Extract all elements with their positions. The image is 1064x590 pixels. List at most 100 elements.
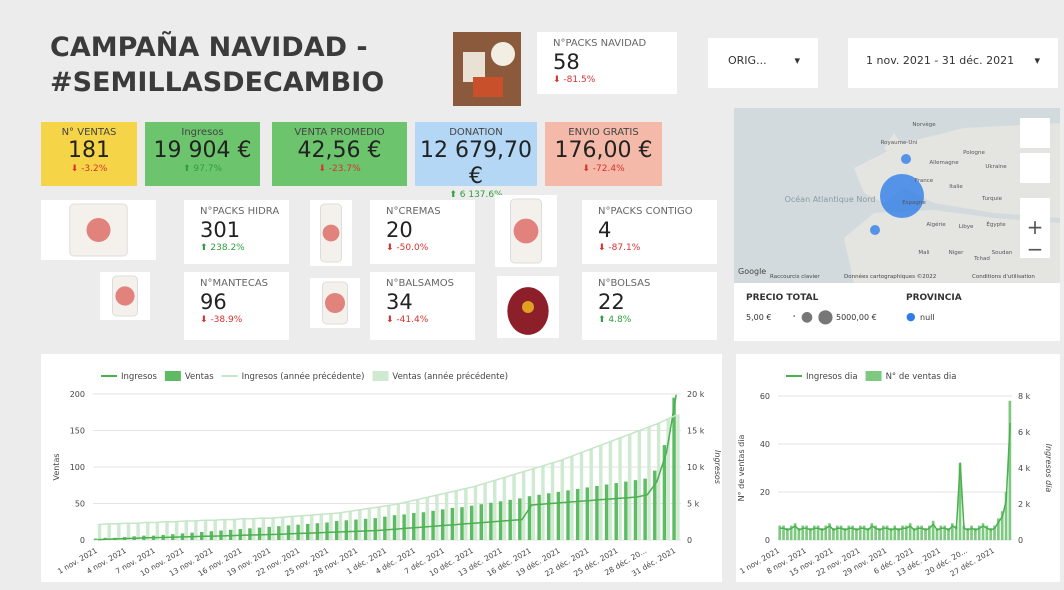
card-value: 19 904 € (145, 138, 260, 164)
map[interactable]: +− NorvègeRoyaume-UniPologneAllemagneUkr… (734, 108, 1060, 283)
bar (586, 487, 589, 540)
bar (348, 511, 351, 540)
bar (320, 514, 323, 540)
bar (653, 471, 656, 540)
line (780, 423, 1010, 530)
trend-arrow: ⬆ (183, 164, 193, 174)
title-line: CAMPAÑA NAVIDAD - (50, 30, 384, 65)
bar (387, 505, 390, 540)
bar (557, 492, 560, 540)
change: ⬇ -3.2% (41, 164, 137, 174)
trend-arrow: ⬆ (200, 243, 210, 253)
y2-axis-label: Ingresos dia (1044, 444, 1053, 493)
y-tick-label: 200 (70, 390, 85, 399)
bar (483, 483, 486, 540)
change-value: -50.0% (396, 243, 428, 253)
bar (599, 445, 602, 540)
bar (624, 482, 627, 540)
bar (358, 509, 361, 540)
legend-label: Ingresos (121, 372, 157, 382)
change: ⬇ -81.5% (553, 75, 677, 85)
legend-dots: · ● ⬤ (792, 309, 833, 325)
bar (561, 460, 564, 540)
bar (431, 511, 434, 540)
bar (628, 434, 631, 540)
change-value: -23.7% (329, 164, 361, 174)
y-tick-label: 40 (760, 440, 770, 449)
dashboard: CAMPAÑA NAVIDAD - #SEMILLASDECAMBIO ORIG… (0, 0, 1064, 590)
card-label: DONATION (415, 127, 537, 138)
filter-text: 1 nov. 2021 - 31 déc. 2021 (866, 54, 1014, 67)
bar (551, 463, 554, 540)
bar (339, 512, 342, 540)
y2-tick-label: 0 (687, 536, 692, 545)
product-image (100, 272, 150, 320)
map-label: Égypte (986, 220, 1006, 228)
trend-arrow: ⬆ (598, 315, 608, 325)
product-card: N°BALSAMOS34⬇ -41.4% (370, 272, 475, 340)
bar (609, 441, 612, 540)
map-label: Espagne (902, 200, 926, 206)
dropdown-icon: ▾ (794, 54, 800, 67)
bar (634, 480, 637, 540)
card-value: 12 679,70 € (415, 138, 537, 190)
map-label: Algérie (926, 221, 946, 228)
product-image (453, 32, 521, 106)
trend-arrow: ⬇ (318, 164, 328, 174)
bar (271, 517, 274, 540)
bar (127, 522, 130, 540)
legend-swatch (866, 371, 882, 381)
legend-label: N° de ventas dia (886, 372, 957, 382)
map-label: Allemagne (929, 160, 959, 166)
bar (242, 518, 245, 540)
trend-arrow: ⬆ (449, 190, 459, 200)
change: ⬇ -50.0% (386, 243, 475, 253)
change: ⬇ -41.4% (386, 315, 475, 325)
bar (267, 527, 270, 540)
bar (445, 493, 448, 540)
bar (605, 485, 608, 540)
bar (412, 513, 415, 540)
change: ⬇ -87.1% (598, 243, 717, 253)
bar (325, 522, 328, 540)
map-label: Libye (959, 224, 974, 230)
legend-dot: ● (906, 310, 916, 323)
map-label: Mali (918, 250, 930, 256)
product-image (310, 278, 360, 328)
bar (368, 508, 371, 540)
change-value: -72.4% (593, 164, 625, 174)
card-value: 34 (386, 289, 475, 315)
product-card: N°BOLSAS22⬆ 4.8% (582, 272, 717, 340)
legend-title: PROVINCIA (906, 293, 962, 303)
bar (377, 506, 380, 540)
bar (541, 466, 544, 540)
bar (107, 523, 110, 540)
product-image (495, 195, 557, 267)
bar (94, 539, 97, 540)
map-label: Niger (949, 250, 965, 256)
trend-arrow: ⬇ (200, 315, 210, 325)
bar (589, 449, 592, 540)
bar (416, 499, 419, 540)
change: ⬆ 4.8% (598, 315, 717, 325)
legend-label: Ingresos (année précédente) (242, 371, 365, 382)
bar (454, 490, 457, 540)
bar (281, 517, 284, 540)
map-attribution: Raccourcis clavier (770, 274, 820, 280)
y-tick-label: 100 (70, 463, 85, 472)
legend-label: Ventas (185, 372, 214, 382)
bar (512, 474, 515, 540)
bar (402, 514, 405, 540)
y2-tick-label: 5 k (687, 500, 700, 509)
card-label: N°BALSAMOS (386, 278, 475, 289)
card-label: N°PACKS HIDRA (200, 206, 289, 217)
map-label: Norvège (912, 121, 936, 128)
bar (618, 438, 621, 540)
legend-label: Ingresos dia (806, 372, 858, 382)
date-filter[interactable]: 1 nov. 2021 - 31 déc. 2021▾ (848, 38, 1058, 88)
kpi-card: VENTA PROMEDIO42,56 €⬇ -23.7% (272, 122, 407, 186)
title: CAMPAÑA NAVIDAD - #SEMILLASDECAMBIO (50, 30, 384, 100)
origin-filter[interactable]: ORIG...▾ (708, 38, 818, 88)
bar (522, 471, 525, 540)
